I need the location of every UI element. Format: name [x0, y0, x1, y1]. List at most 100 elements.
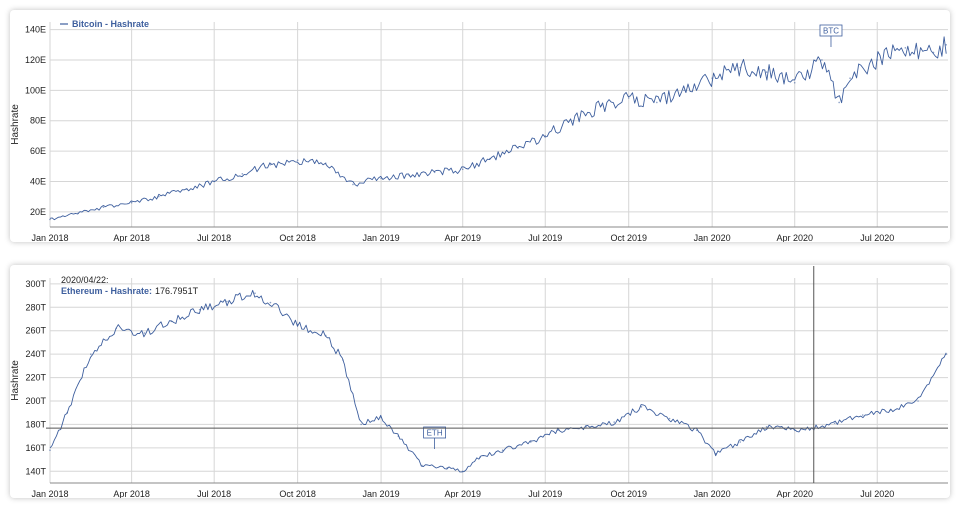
data-point	[695, 429, 698, 432]
data-point	[640, 406, 643, 408]
y-tick-label: 160T	[25, 443, 46, 453]
flag-label: BTC	[823, 27, 839, 36]
y-tick-label: 140E	[25, 25, 46, 35]
y-tick-label: 120E	[25, 55, 46, 65]
data-point	[889, 409, 891, 412]
data-point	[421, 464, 423, 467]
data-point	[585, 425, 587, 428]
y-axis-label: Hashrate	[10, 360, 21, 401]
data-point	[600, 104, 603, 107]
data-point	[397, 435, 400, 437]
y-tick-label: 280T	[25, 302, 46, 312]
data-point	[821, 59, 823, 61]
data-point	[656, 101, 658, 104]
x-tick-label: Jan 2019	[363, 233, 400, 242]
y-tick-label: 20E	[30, 207, 46, 217]
data-point	[77, 212, 79, 215]
data-point	[269, 163, 272, 166]
data-point	[296, 324, 299, 326]
x-tick-label: Jan 2019	[363, 489, 400, 498]
x-tick-label: Jul 2018	[197, 233, 231, 242]
data-point	[765, 71, 768, 73]
data-point	[213, 180, 215, 183]
x-tick-label: Oct 2018	[279, 489, 316, 498]
data-point	[143, 332, 146, 334]
y-tick-label: 300T	[25, 279, 46, 289]
data-point	[296, 159, 299, 161]
x-tick-label: Apr 2020	[776, 233, 813, 242]
tooltip-date: 2020/04/22:	[61, 275, 109, 285]
data-point	[714, 452, 717, 455]
data-point	[352, 183, 354, 186]
data-point	[849, 77, 851, 79]
data-point	[904, 47, 907, 49]
y-tick-label: 100E	[25, 85, 46, 95]
data-point	[380, 416, 382, 419]
series-line[interactable]	[49, 289, 947, 473]
data-point	[489, 157, 491, 160]
x-tick-label: Jul 2019	[528, 489, 562, 498]
data-point	[917, 400, 919, 402]
data-point	[90, 353, 92, 355]
x-tick-label: Apr 2018	[113, 233, 150, 242]
y-tick-label: 240T	[25, 349, 46, 359]
data-point	[446, 466, 449, 469]
data-point	[711, 77, 713, 79]
data-point	[342, 359, 344, 361]
data-point	[360, 423, 362, 426]
y-tick-label: 40E	[30, 176, 46, 186]
tooltip-value: 176.7951T	[155, 286, 199, 296]
flag-box[interactable]	[819, 24, 843, 37]
bitcoin-hashrate-panel: 20E 40E 60E 80E 100E 120E 140E Jan 2018 Apr 2018…	[10, 10, 950, 242]
data-point	[170, 320, 173, 323]
ethereum-hashrate-chart[interactable]: 140T 160T 180T 200T 220T 240T 260T 280T 300T Jan …	[10, 265, 950, 498]
data-point	[683, 89, 685, 92]
data-point	[241, 173, 244, 175]
series-line[interactable]	[49, 36, 947, 221]
x-tick-label: Apr 2019	[444, 233, 481, 242]
flag-label: ETH	[427, 429, 443, 438]
data-point	[254, 292, 256, 295]
data-point	[158, 195, 160, 198]
data-point	[544, 135, 547, 137]
y-tick-label: 260T	[25, 326, 46, 336]
data-point	[765, 425, 768, 428]
data-point	[572, 119, 575, 122]
data-point	[102, 206, 105, 209]
x-tick-label: Oct 2019	[610, 233, 647, 242]
data-point	[739, 66, 742, 69]
data-point	[501, 449, 504, 451]
legend-label[interactable]: Bitcoin - Hashrate	[72, 19, 149, 29]
bitcoin-hashrate-chart[interactable]: 20E 40E 60E 80E 100E 120E 140E Jan 2018 Apr 2018…	[10, 10, 950, 242]
data-point	[876, 59, 879, 61]
x-tick-label: Apr 2020	[776, 489, 813, 498]
data-point	[461, 168, 464, 171]
data-point	[269, 301, 272, 304]
data-point	[739, 441, 742, 443]
y-tick-label: 80E	[30, 116, 46, 126]
data-point	[479, 456, 481, 459]
data-point	[932, 51, 935, 54]
data-point	[115, 327, 118, 330]
x-tick-label: Apr 2019	[444, 489, 481, 498]
x-tick-label: Jan 2018	[31, 489, 68, 498]
data-point	[226, 300, 228, 303]
x-tick-label: Jul 2019	[528, 233, 562, 242]
flag-box[interactable]	[423, 426, 446, 439]
y-tick-label: 200T	[25, 396, 46, 406]
y-tick-label: 220T	[25, 373, 46, 383]
x-tick-label: Oct 2019	[610, 489, 647, 498]
data-point	[433, 171, 436, 174]
data-point	[861, 414, 864, 416]
data-point	[945, 353, 947, 355]
y-tick-label: 180T	[25, 419, 46, 429]
data-point	[130, 201, 133, 204]
data-point	[793, 81, 796, 84]
y-tick-label: 140T	[25, 466, 46, 476]
data-point	[668, 417, 671, 420]
data-point	[49, 218, 51, 221]
x-tick-label: Jul 2020	[860, 233, 894, 242]
data-point	[66, 411, 69, 414]
data-point	[833, 422, 836, 425]
data-point	[557, 429, 559, 432]
